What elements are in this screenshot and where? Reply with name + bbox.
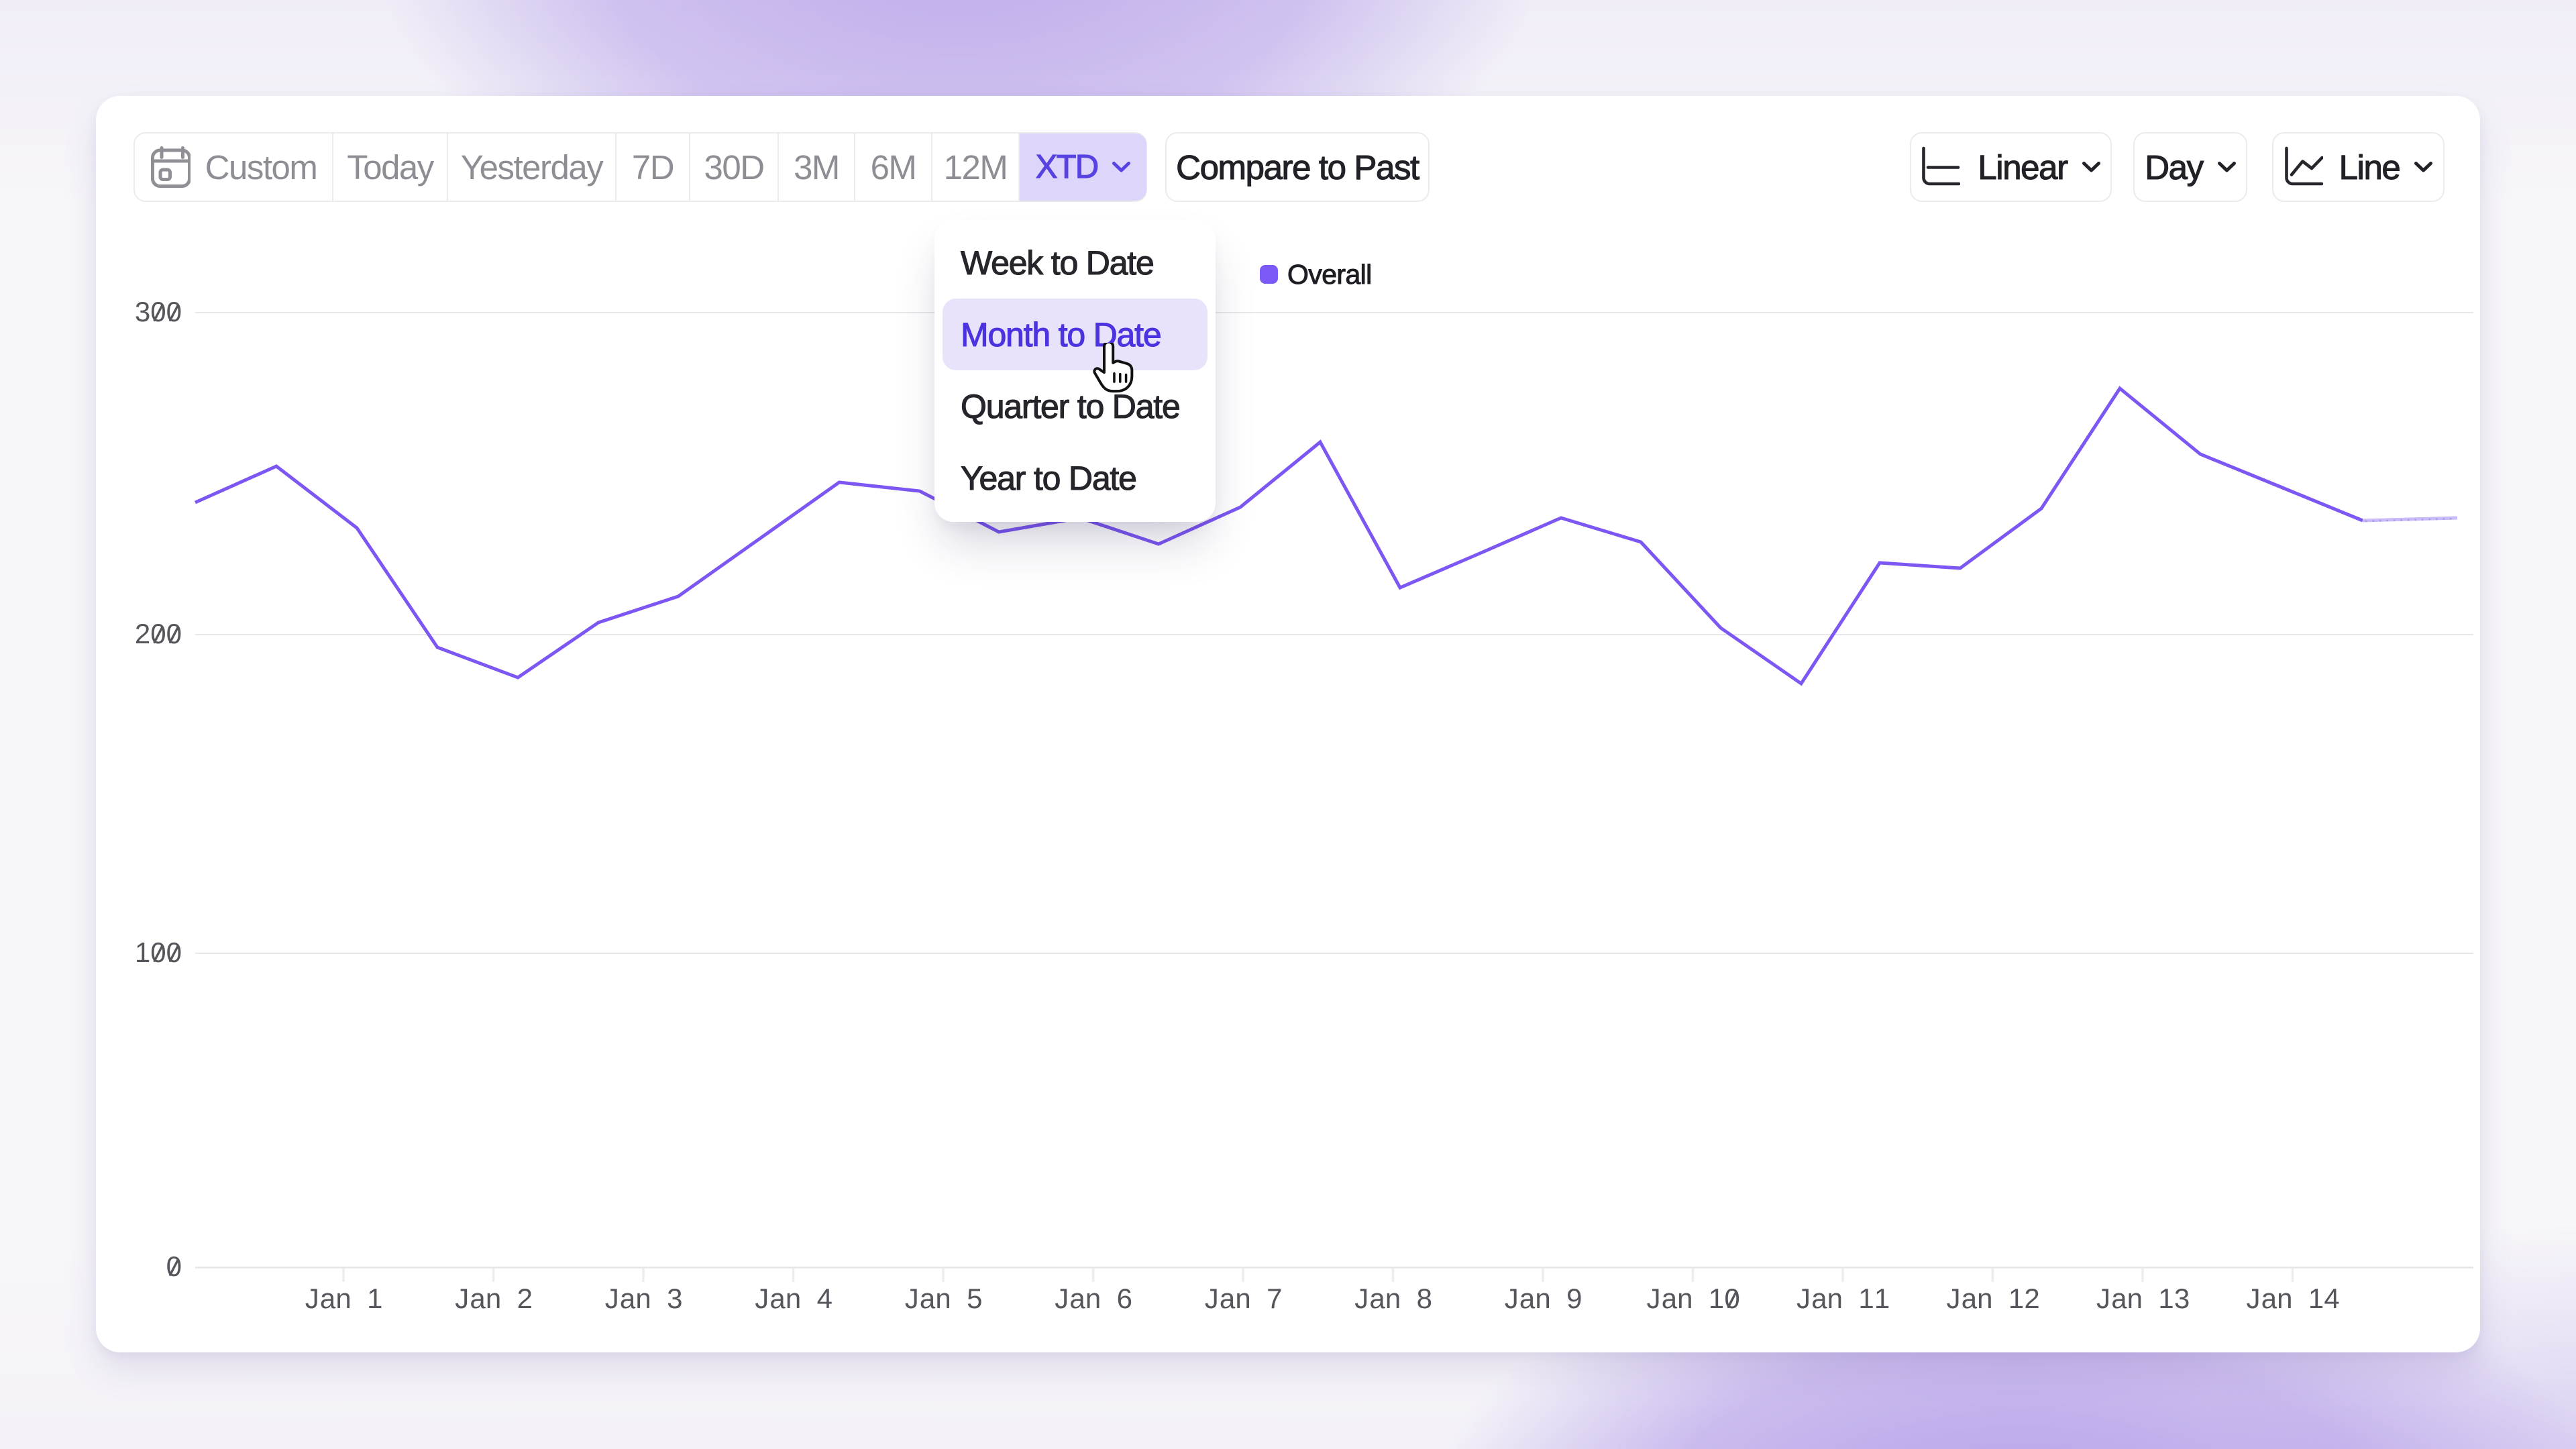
svg-text:n: n (1235, 1283, 1250, 1314)
svg-text:n: n (335, 1283, 351, 1314)
svg-text:a: a (620, 1283, 636, 1314)
svg-text:J: J (1055, 1283, 1069, 1314)
svg-text:J: J (1647, 1283, 1661, 1314)
svg-text:a: a (920, 1283, 936, 1314)
svg-text:J: J (1947, 1283, 1961, 1314)
svg-text:4: 4 (2324, 1283, 2339, 1314)
svg-text:1: 1 (2158, 1283, 2174, 1314)
svg-text:J: J (305, 1283, 319, 1314)
svg-text:7: 7 (1267, 1283, 1282, 1314)
svg-text:n: n (635, 1283, 651, 1314)
svg-text:1: 1 (2008, 1283, 2024, 1314)
svg-text:a: a (1662, 1283, 1678, 1314)
svg-text:2: 2 (517, 1283, 533, 1314)
svg-text:a: a (1220, 1283, 1236, 1314)
svg-text:a: a (470, 1283, 486, 1314)
svg-text:6: 6 (1117, 1283, 1132, 1314)
svg-text:1: 1 (2308, 1283, 2324, 1314)
svg-text:J: J (905, 1283, 919, 1314)
svg-text:a: a (1069, 1283, 1085, 1314)
svg-text:a: a (1519, 1283, 1536, 1314)
svg-text:a: a (769, 1283, 786, 1314)
svg-text:3: 3 (135, 296, 150, 327)
svg-text:J: J (755, 1283, 769, 1314)
svg-text:a: a (320, 1283, 336, 1314)
svg-text:1: 1 (1874, 1283, 1890, 1314)
svg-text:1: 1 (1858, 1283, 1874, 1314)
svg-text:2: 2 (135, 618, 150, 649)
svg-text:a: a (2111, 1283, 2127, 1314)
svg-text:a: a (1811, 1283, 1827, 1314)
svg-text:n: n (935, 1283, 951, 1314)
svg-text:n: n (486, 1283, 501, 1314)
svg-text:8: 8 (1417, 1283, 1432, 1314)
svg-text:a: a (2261, 1283, 2277, 1314)
svg-text:a: a (1962, 1283, 1978, 1314)
svg-text:n: n (1827, 1283, 1843, 1314)
svg-text:a: a (1369, 1283, 1385, 1314)
svg-text:J: J (1796, 1283, 1811, 1314)
svg-text:1: 1 (367, 1283, 382, 1314)
svg-text:4: 4 (817, 1283, 833, 1314)
svg-text:9: 9 (1566, 1283, 1582, 1314)
svg-text:J: J (1354, 1283, 1368, 1314)
svg-text:1: 1 (1709, 1283, 1724, 1314)
svg-text:J: J (1505, 1283, 1519, 1314)
svg-text:J: J (1205, 1283, 1219, 1314)
svg-text:n: n (2277, 1283, 2292, 1314)
svg-text:J: J (2247, 1283, 2261, 1314)
svg-text:J: J (455, 1283, 469, 1314)
svg-text:n: n (2127, 1283, 2143, 1314)
svg-text:n: n (1535, 1283, 1550, 1314)
svg-text:J: J (605, 1283, 619, 1314)
svg-text:n: n (1677, 1283, 1693, 1314)
svg-text:n: n (1385, 1283, 1401, 1314)
svg-text:J: J (2096, 1283, 2110, 1314)
svg-text:n: n (1085, 1283, 1101, 1314)
svg-text:n: n (786, 1283, 801, 1314)
svg-text:3: 3 (2174, 1283, 2190, 1314)
svg-text:n: n (1977, 1283, 1992, 1314)
svg-text:5: 5 (967, 1283, 982, 1314)
svg-text:3: 3 (667, 1283, 682, 1314)
svg-text:Overall: Overall (1287, 259, 1372, 290)
svg-text:1: 1 (135, 936, 150, 968)
svg-text:2: 2 (2024, 1283, 2039, 1314)
